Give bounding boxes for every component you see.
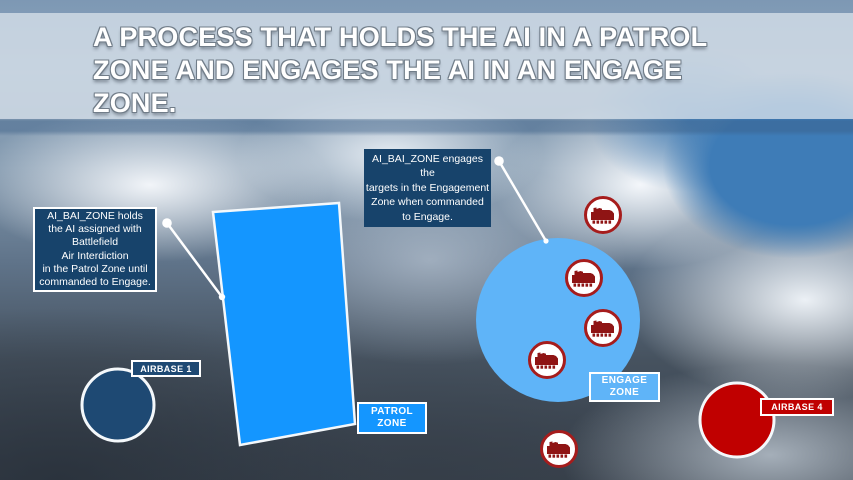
patrol-callout-line: the AI assigned with bbox=[48, 223, 142, 236]
airbase1-label: AIRBASE 1 bbox=[131, 360, 201, 377]
patrol-callout-line: AI_BAI_ZONE holds bbox=[47, 209, 143, 222]
engage-zone-label-line: ZONE bbox=[609, 387, 640, 398]
tank-target-icon bbox=[540, 430, 578, 468]
engage-callout-box: AI_BAI_ZONE engages the targets in the E… bbox=[364, 149, 491, 227]
engage-callout-line: Zone when commanded bbox=[371, 196, 484, 209]
patrol-callout-line: in the Patrol Zone until bbox=[42, 262, 148, 275]
patrol-zone-label-line: PATROL bbox=[370, 406, 414, 417]
engage-callout-connector bbox=[494, 156, 549, 244]
patrol-callout-line: commanded to Engage. bbox=[39, 275, 151, 288]
engage-callout-line: targets in the Engagement bbox=[365, 181, 490, 194]
airbase1-shape bbox=[80, 367, 156, 443]
patrol-zone-label: PATROL ZONE bbox=[357, 402, 427, 434]
patrol-callout-connector bbox=[162, 218, 226, 301]
engage-callout-line: to Engage. bbox=[402, 210, 453, 223]
slide-title-line: ZONE AND ENGAGES THE AI IN AN ENGAGE bbox=[93, 55, 683, 85]
slide-title-line: ZONE. bbox=[93, 88, 177, 118]
airbase1-label-text: AIRBASE 1 bbox=[140, 363, 192, 374]
patrol-zone-label-line: ZONE bbox=[377, 418, 407, 429]
tank-target-icon bbox=[584, 309, 622, 347]
patrol-callout-line: Air Interdiction bbox=[61, 249, 129, 262]
airbase4-label: AIRBASE 4 bbox=[760, 398, 834, 416]
slide-title: A PROCESS THAT HOLDS THE AI IN A PATROL … bbox=[93, 21, 773, 120]
tank-target-icon bbox=[584, 196, 622, 234]
airbase4-label-text: AIRBASE 4 bbox=[771, 402, 823, 412]
airbase4-shape bbox=[698, 381, 776, 459]
patrol-callout-box: AI_BAI_ZONE holds the AI assigned with B… bbox=[33, 207, 157, 292]
title-band bbox=[0, 13, 853, 119]
tank-target-icon bbox=[528, 341, 566, 379]
tank-target-icon bbox=[565, 259, 603, 297]
engage-callout-line: AI_BAI_ZONE engages the bbox=[372, 152, 483, 180]
patrol-callout-line: Battlefield bbox=[71, 236, 119, 249]
patrol-zone-shape bbox=[211, 201, 357, 447]
slide-title-line: A PROCESS THAT HOLDS THE AI IN A PATROL bbox=[93, 22, 708, 52]
engage-zone-label: ENGAGE ZONE bbox=[589, 372, 660, 402]
engage-zone-label-line: ENGAGE bbox=[601, 375, 648, 386]
